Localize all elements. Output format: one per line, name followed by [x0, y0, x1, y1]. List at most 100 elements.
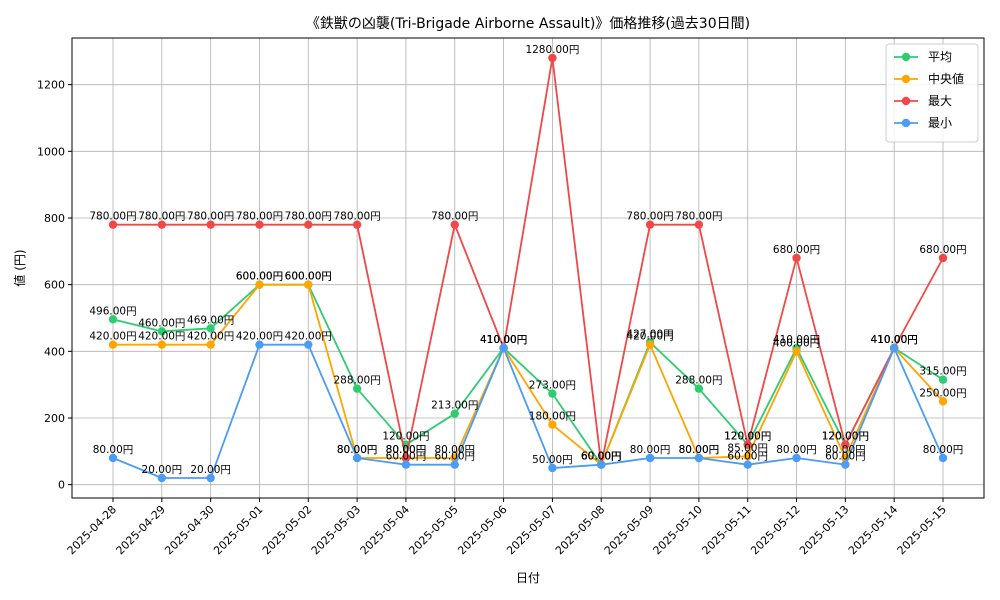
data-point: [450, 409, 459, 418]
data-label: 20.00円: [190, 464, 231, 476]
data-point: [206, 473, 215, 483]
data-label: 80.00円: [386, 444, 427, 456]
data-point: [157, 220, 167, 229]
data-point: [548, 420, 557, 429]
data-label: 288.00円: [675, 375, 722, 387]
data-point: [792, 347, 801, 356]
data-point: [206, 340, 215, 349]
series-line: [113, 283, 944, 467]
data-label: 288.00円: [333, 375, 380, 387]
data-point: [597, 460, 606, 469]
data-label: 60.00円: [386, 451, 427, 463]
y-tick-label: 0: [58, 479, 65, 492]
data-point: [206, 220, 215, 229]
y-tick-label: 800: [44, 212, 65, 225]
data-point: [352, 453, 362, 463]
data-label: 1280.00円: [525, 44, 579, 56]
data-point: [743, 440, 752, 449]
data-label: 120.00円: [724, 431, 771, 443]
data-label: 410.00円: [871, 334, 918, 346]
data-label: 60.00円: [581, 451, 622, 463]
data-point: [938, 453, 948, 463]
x-tick-label: 2025-04-30: [162, 503, 216, 557]
data-point: [108, 220, 118, 229]
plot-area: [71, 37, 985, 499]
data-label: 469.00円: [187, 314, 234, 326]
data-label: 427.00円: [626, 328, 673, 340]
data-point: [157, 473, 167, 483]
data-label: 410.00円: [480, 334, 527, 346]
x-tick-label: 2025-05-14: [846, 503, 900, 557]
data-point: [645, 340, 655, 349]
data-label: 780.00円: [333, 211, 380, 223]
x-tick-label: 2025-04-28: [65, 503, 119, 557]
data-label: 50.00円: [532, 454, 573, 466]
legend-marker: [901, 96, 911, 106]
data-point: [304, 340, 313, 349]
x-axis-title: 日付: [516, 571, 540, 585]
data-label: 273.00円: [529, 380, 576, 392]
data-label: 80.00円: [337, 444, 378, 456]
legend-label: 最大: [928, 94, 952, 108]
data-label: 120.00円: [822, 431, 869, 443]
x-tick-label: 2025-04-29: [114, 503, 168, 557]
data-label: 780.00円: [675, 211, 722, 223]
data-label: 60.00円: [581, 451, 622, 463]
x-tick-label: 2025-05-13: [797, 503, 851, 557]
legend-marker: [901, 118, 911, 128]
x-tick-label: 2025-05-06: [455, 503, 509, 557]
data-label: 85.00円: [727, 442, 768, 454]
data-label: 80.00円: [630, 444, 671, 456]
data-label: 180.00円: [529, 411, 576, 423]
data-point: [645, 220, 655, 229]
data-label: 420.00円: [236, 331, 283, 343]
data-label: 60.00円: [727, 451, 768, 463]
data-label: 600.00円: [236, 271, 283, 283]
data-label: 780.00円: [138, 211, 185, 223]
data-point: [889, 343, 899, 353]
data-point: [206, 324, 215, 333]
data-point: [548, 389, 557, 398]
y-tick-label: 200: [44, 412, 65, 425]
data-label: 496.00円: [89, 305, 136, 317]
y-tick-label: 400: [44, 345, 65, 358]
data-label: 600.00円: [285, 271, 332, 283]
x-tick-label: 2025-05-08: [553, 503, 607, 557]
data-label: 780.00円: [236, 211, 283, 223]
x-tick-label: 2025-05-07: [504, 503, 558, 557]
data-point: [841, 440, 850, 449]
series-line: [113, 57, 944, 465]
x-tick-label: 2025-05-04: [358, 503, 412, 557]
data-label: 80.00円: [776, 444, 817, 456]
x-tick-label: 2025-05-10: [651, 503, 705, 557]
data-label: 80.00円: [386, 444, 427, 456]
legend-box: [885, 43, 979, 143]
data-point: [450, 460, 459, 469]
data-point: [255, 220, 264, 229]
x-tick-label: 2025-05-02: [260, 503, 314, 557]
data-label: 213.00円: [431, 400, 478, 412]
data-label: 80.00円: [679, 444, 720, 456]
data-label: 410.00円: [871, 334, 918, 346]
y-tick-label: 1000: [37, 145, 65, 158]
data-label: 410.00円: [480, 334, 527, 346]
legend-marker: [901, 52, 911, 62]
data-label: 780.00円: [626, 211, 673, 223]
legend-marker: [901, 74, 911, 84]
data-label: 120.00円: [724, 431, 771, 443]
data-label: 60.00円: [434, 451, 475, 463]
data-point: [743, 452, 752, 461]
data-label: 315.00円: [919, 366, 966, 378]
data-label: 420.00円: [626, 331, 673, 343]
data-point: [694, 384, 704, 393]
x-tick-label: 2025-05-11: [699, 503, 753, 557]
data-point: [108, 453, 118, 463]
data-point: [401, 460, 411, 469]
data-label: 60.00円: [825, 451, 866, 463]
data-label: 780.00円: [89, 211, 136, 223]
data-point: [499, 343, 508, 353]
data-label: 410.00円: [871, 334, 918, 346]
data-label: 60.00円: [581, 451, 622, 463]
